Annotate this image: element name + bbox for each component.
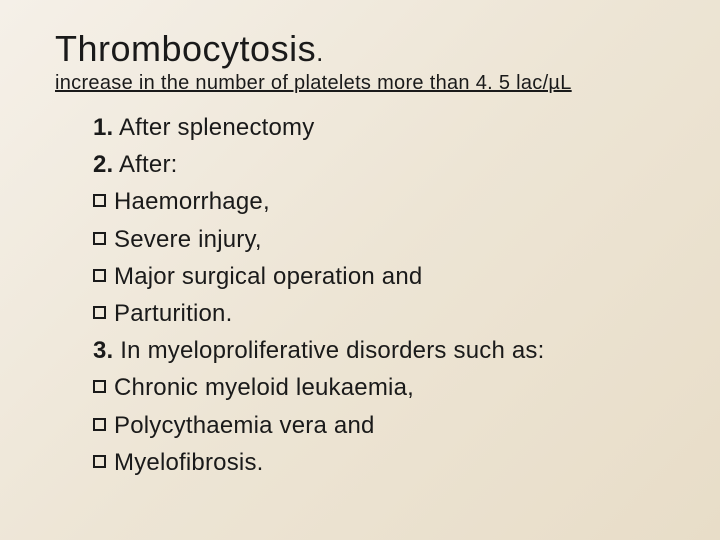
square-bullet-icon — [93, 306, 106, 319]
content-block: 1. After splenectomy 2. After: Haemorrha… — [55, 109, 670, 481]
slide-title: Thrombocytosis. — [55, 28, 670, 70]
item-text: After: — [113, 151, 177, 178]
square-bullet-icon — [93, 232, 106, 245]
bullet-text: Parturition. — [114, 295, 232, 332]
list-item: 3. In myeloproliferative disorders such … — [93, 332, 670, 369]
square-bullet-icon — [93, 269, 106, 282]
item-number: 1. — [93, 114, 113, 141]
square-bullet-icon — [93, 418, 106, 431]
bullet-item: Polycythaemia vera and — [93, 407, 670, 444]
item-number: 3. — [93, 337, 113, 364]
bullet-item: Chronic myeloid leukaemia, — [93, 369, 670, 406]
slide-subtitle: increase in the number of platelets more… — [55, 72, 670, 95]
item-text: In myeloproliferative disorders such as: — [113, 337, 544, 364]
item-text: After splenectomy — [113, 114, 314, 141]
bullet-item: Severe injury, — [93, 221, 670, 258]
bullet-text: Polycythaemia vera and — [114, 407, 375, 444]
bullet-item: Haemorrhage, — [93, 183, 670, 220]
list-item: 2. After: — [93, 146, 670, 183]
item-number: 2. — [93, 151, 113, 178]
square-bullet-icon — [93, 380, 106, 393]
bullet-item: Parturition. — [93, 295, 670, 332]
square-bullet-icon — [93, 194, 106, 207]
bullet-text: Myelofibrosis. — [114, 444, 264, 481]
list-item: 1. After splenectomy — [93, 109, 670, 146]
bullet-text: Chronic myeloid leukaemia, — [114, 369, 414, 406]
bullet-text: Haemorrhage, — [114, 183, 270, 220]
slide: Thrombocytosis. increase in the number o… — [0, 0, 720, 540]
bullet-text: Severe injury, — [114, 221, 262, 258]
bullet-item: Major surgical operation and — [93, 258, 670, 295]
title-text: Thrombocytosis — [55, 28, 316, 69]
bullet-text: Major surgical operation and — [114, 258, 422, 295]
title-period: . — [316, 37, 324, 67]
square-bullet-icon — [93, 455, 106, 468]
bullet-item: Myelofibrosis. — [93, 444, 670, 481]
